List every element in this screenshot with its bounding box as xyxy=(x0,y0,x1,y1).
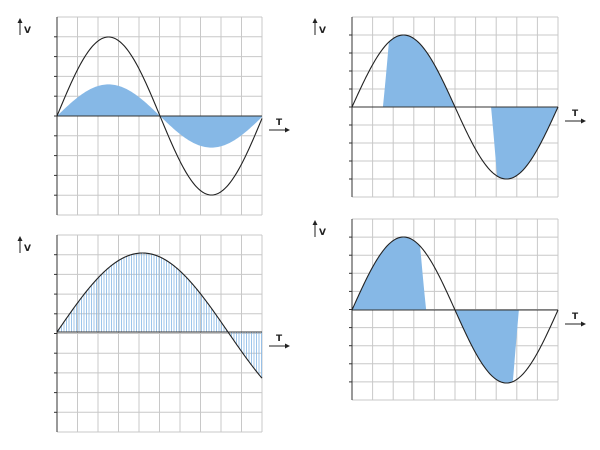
sine-wave xyxy=(351,34,559,180)
arrow-head xyxy=(581,321,586,327)
sine-wave xyxy=(56,36,263,196)
arrow-head xyxy=(17,18,23,23)
fill-area xyxy=(352,237,427,310)
arrow-head xyxy=(285,127,290,133)
arrow-head xyxy=(312,220,318,225)
sine-wave xyxy=(351,236,559,384)
x-axis-label: T xyxy=(572,109,579,119)
fill-area xyxy=(455,310,519,383)
y-axis-label: V xyxy=(319,26,326,36)
arrow-head xyxy=(312,18,318,23)
x-axis-label: T xyxy=(276,118,283,128)
sine-wave xyxy=(56,252,263,379)
x-axis-label: T xyxy=(572,312,579,322)
y-axis-label: V xyxy=(319,228,326,238)
x-axis-label: T xyxy=(276,334,283,344)
arrow-head xyxy=(17,236,23,241)
arrow-head xyxy=(581,118,586,124)
fill-area xyxy=(382,35,455,108)
y-axis-label: V xyxy=(24,244,31,254)
y-axis-label: V xyxy=(24,26,31,36)
fill-area xyxy=(491,107,558,179)
arrow-head xyxy=(285,343,290,349)
